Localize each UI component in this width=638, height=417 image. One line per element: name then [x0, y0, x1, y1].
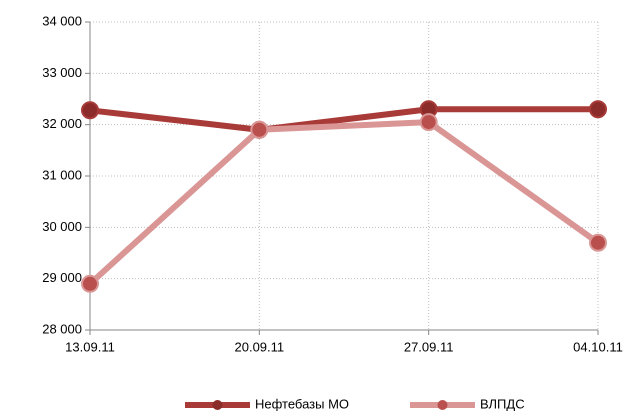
legend-marker [437, 400, 448, 410]
legend-label: Нефтебазы МО [255, 396, 349, 411]
marker [589, 100, 607, 119]
x-tick-label: 04.10.11 [573, 339, 623, 354]
x-tick-label: 13.09.11 [65, 339, 115, 354]
x-tick-label: 27.09.11 [404, 339, 454, 354]
series-line [89, 106, 598, 133]
marker [419, 113, 438, 132]
y-tick-label: 28 000 [42, 321, 82, 336]
y-tick-label: 31 000 [42, 167, 82, 182]
y-tick-label: 29 000 [42, 270, 82, 285]
legend-marker [212, 400, 223, 410]
y-tick-label: 34 000 [42, 13, 82, 28]
marker [250, 120, 269, 139]
marker [589, 233, 607, 252]
x-tick-label: 20.09.11 [235, 339, 285, 354]
marker [81, 274, 99, 293]
legend-label: ВЛПДС [480, 396, 525, 411]
y-tick-label: 32 000 [42, 116, 82, 131]
y-tick-label: 30 000 [42, 219, 82, 234]
series-line [87, 119, 600, 287]
y-tick-label: 33 000 [42, 65, 82, 80]
marker [81, 101, 99, 120]
